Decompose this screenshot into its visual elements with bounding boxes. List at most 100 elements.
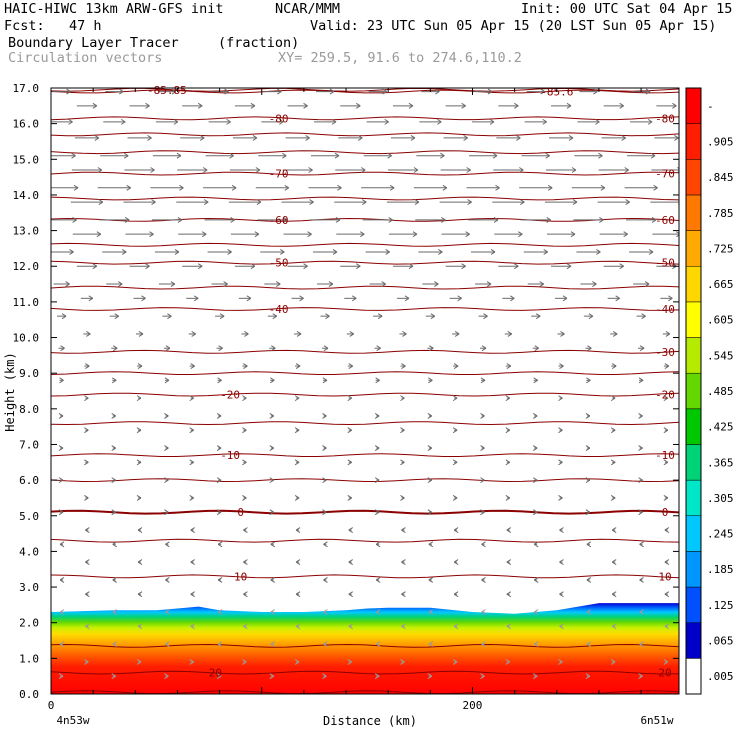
wind-vector-head [88, 295, 94, 302]
wind-vector-head [592, 281, 597, 287]
wind-vector-head [244, 331, 249, 337]
wind-vector-head [664, 363, 670, 369]
wind-vector-head [665, 331, 671, 337]
wind-vector-head [610, 395, 616, 402]
title-left: HAIC-HIWC 13km ARW-GFS init [4, 1, 224, 17]
wind-vector-head [121, 249, 127, 255]
wind-vector-head [137, 559, 143, 566]
wind-vector-head [593, 88, 598, 95]
wind-vector-head [457, 295, 462, 302]
wind-vector-head [664, 591, 670, 598]
temperature-contour-line [51, 132, 679, 137]
wind-vector-head [223, 281, 228, 287]
wind-vector-head [197, 263, 203, 270]
wind-vector-head [72, 216, 77, 223]
wind-vector-head [514, 102, 519, 109]
wind-vector-head [663, 495, 669, 501]
wind-vector-head [189, 658, 194, 665]
wind-vector-head [269, 445, 275, 451]
y-tick-label: 9.0 [19, 367, 39, 380]
colorbar-label: .065 [707, 635, 734, 648]
colorbar: .005 .065 .125 .185 .245 .305 .365 .425 .485 .545… [685, 87, 734, 695]
wind-vector-head [519, 167, 524, 173]
wind-vector-head [428, 541, 434, 548]
contour-label: -10 [220, 449, 240, 462]
wind-vector-head [71, 152, 76, 159]
wind-vector-head [216, 477, 222, 484]
wind-vector-head [255, 167, 261, 173]
wind-vector-head [216, 509, 222, 516]
wind-vector-head [572, 199, 578, 205]
colorbar-swatch [685, 301, 702, 338]
wind-vector-head [68, 118, 73, 125]
wind-vector-head [586, 609, 592, 615]
temperature-contour-line [51, 217, 679, 222]
wind-vector-head [111, 413, 116, 419]
wind-vector-head [272, 313, 278, 320]
x-end-label-right: 6n51w [640, 714, 673, 727]
wind-vector-head [123, 152, 129, 159]
wind-vector-head [507, 331, 513, 337]
wind-vector-head [164, 509, 169, 516]
y-tick-label: 8.0 [19, 403, 39, 416]
field-name: Boundary Layer Tracer [8, 35, 179, 51]
wind-vector-head [229, 152, 234, 159]
wind-vector-head [506, 559, 512, 566]
wind-vector-head [246, 295, 252, 302]
y-tick-label: 13.0 [13, 225, 40, 238]
wind-vector-head [141, 295, 146, 302]
y-tick-label: 12.0 [13, 260, 40, 273]
wind-vector-head [347, 427, 353, 434]
wind-vector-head [400, 427, 405, 434]
wind-vector-head [653, 184, 658, 191]
contour-label: -20 [220, 389, 240, 402]
wind-vector-head [408, 263, 414, 270]
wind-vector-head [191, 331, 196, 337]
wind-vector-head [621, 134, 626, 141]
wind-vector-head [355, 263, 361, 270]
wind-vector-head [199, 134, 205, 141]
wind-vector-head [112, 345, 118, 352]
y-tick-label: 0.0 [19, 688, 39, 701]
wind-vector-head [588, 313, 594, 320]
colorbar-label: .725 [707, 242, 734, 255]
wind-vector-head [329, 88, 335, 95]
wind-vector-head [375, 641, 381, 648]
x-end-label-left: 4n53w [56, 714, 89, 727]
wind-vector-head [136, 395, 142, 402]
wind-vector-head [452, 495, 458, 501]
wind-vector-head [611, 559, 617, 566]
colorbar-label: .305 [707, 492, 734, 505]
wind-vector-head [138, 331, 144, 337]
contour-label: -30 [655, 346, 675, 359]
wind-vector-head [389, 184, 395, 191]
contour-label: -60 [269, 214, 289, 227]
wind-vector-head [534, 345, 539, 352]
contour-label: -10 [655, 449, 675, 462]
wind-vector-head [623, 231, 628, 238]
wind-vector-head [112, 609, 117, 615]
colorbar-label: .185 [707, 563, 734, 576]
wind-vector-head [428, 377, 433, 384]
wind-vector-head [347, 395, 353, 402]
wind-vector-head [230, 216, 235, 223]
wind-vector-head [493, 216, 499, 223]
wind-vector-head [610, 459, 616, 466]
wind-vector-head [360, 167, 366, 173]
contour-label: 0 [237, 506, 244, 519]
wind-vector-head [595, 118, 600, 125]
wind-vector-head [147, 134, 152, 141]
wind-vector-head [506, 623, 512, 630]
forecast-hour: Fcst: 47 h [4, 18, 102, 34]
y-tick-label: 3.0 [19, 581, 39, 594]
wind-vector-head [269, 673, 275, 680]
wind-vector-head [111, 377, 117, 384]
wind-vector-head [299, 295, 304, 302]
colorbar-swatch [685, 515, 702, 552]
wind-vector-head [136, 459, 142, 466]
wind-vector-head [117, 281, 123, 287]
wind-vector-head [651, 216, 657, 223]
wind-vector-head [650, 152, 656, 159]
wind-vector-head [296, 331, 302, 337]
colorbar-label: .905 [707, 135, 734, 148]
